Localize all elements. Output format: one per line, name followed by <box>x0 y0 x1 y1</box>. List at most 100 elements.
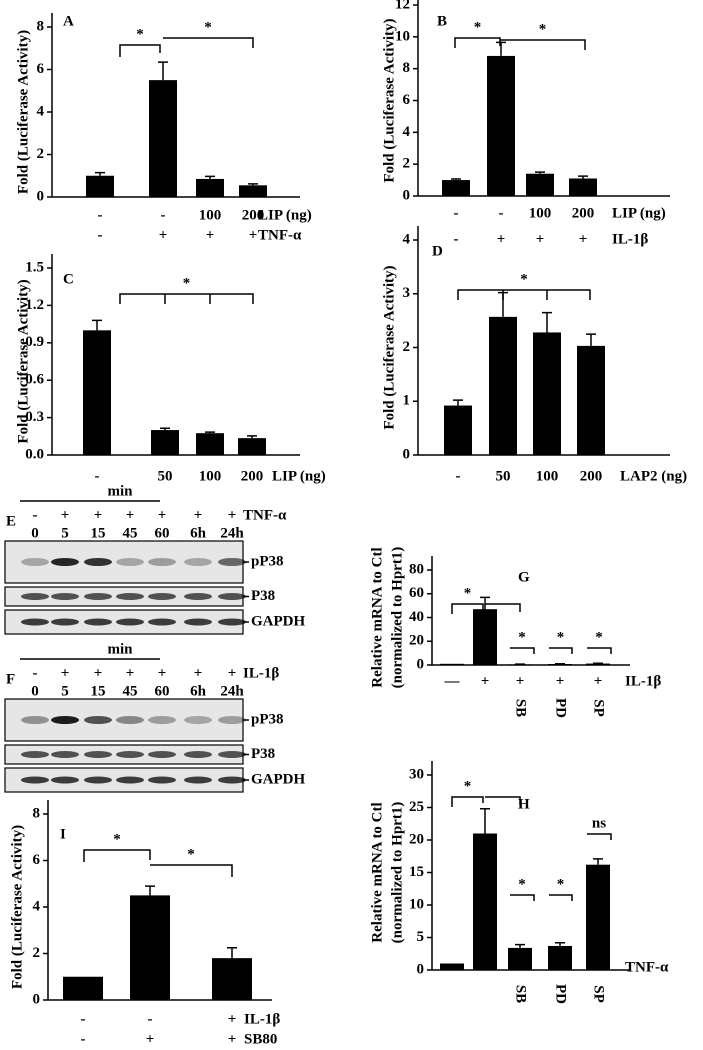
x-tick-label: PD <box>553 984 569 1004</box>
blot-band <box>218 558 246 566</box>
x-tick-label: - <box>81 1011 86 1027</box>
blot-panel <box>4 540 244 584</box>
blot-band <box>148 593 176 600</box>
significance-bracket <box>510 894 535 901</box>
significance-bracket <box>587 833 612 840</box>
blot-band <box>21 751 49 758</box>
y-tick-label: 80 <box>409 561 424 577</box>
blot-row-label: pP38 <box>251 711 284 727</box>
x-row-label: LIP (ng) <box>258 207 312 223</box>
panel-letter: C <box>63 271 74 287</box>
treatment-sign: - <box>33 665 38 681</box>
bar <box>63 976 103 1000</box>
x-row-label: LAP2 (ng) <box>620 468 687 484</box>
x-tick-label: — <box>444 673 461 689</box>
y-tick-label: 60 <box>409 585 424 601</box>
bar <box>238 438 266 455</box>
x-tick-label: PD <box>553 698 569 718</box>
time-label: 60 <box>155 525 170 541</box>
blot-panel <box>4 698 244 742</box>
x-tick-label: + <box>206 227 215 243</box>
x-tick-label: - <box>95 468 100 484</box>
x-tick-label: 50 <box>158 468 173 484</box>
y-tick-label: 5 <box>417 929 425 945</box>
significance-bracket <box>485 603 521 612</box>
x-tick-label: + <box>556 959 565 975</box>
y-tick-label: 2 <box>403 156 411 172</box>
blot-band <box>51 751 79 758</box>
panel-letter: D <box>432 243 443 259</box>
x-tick-label: 200 <box>241 468 264 484</box>
panel-letter: G <box>518 569 530 585</box>
time-label: 24h <box>220 525 244 541</box>
significance-label: * <box>557 876 565 892</box>
bar <box>508 947 532 970</box>
error-bar <box>205 431 215 434</box>
significance-label: * <box>595 629 603 645</box>
significance-bracket <box>451 796 484 807</box>
blot-band <box>21 618 49 626</box>
significance-label: * <box>518 629 526 645</box>
x-tick-label: SP <box>591 985 607 1003</box>
significance-label: * <box>474 19 482 35</box>
x-row-label: IL-1β <box>244 1011 280 1027</box>
y-tick-label: 4 <box>37 103 45 119</box>
blot-band <box>184 776 212 784</box>
x-tick-label: + <box>146 1031 155 1047</box>
time-label: 5 <box>61 683 69 699</box>
y-tick-label: 6 <box>33 852 41 868</box>
blot-band <box>84 618 112 626</box>
x-tick-label: + <box>594 959 603 975</box>
y-tick-label: 0.9 <box>25 334 44 350</box>
x-row-label: TNF-α <box>258 227 302 243</box>
x-tick-label: - <box>98 227 103 243</box>
error-bar <box>555 941 565 946</box>
y-tick-label: 2 <box>403 339 411 355</box>
y-tick-label: 0.0 <box>25 446 44 462</box>
error-bar <box>227 946 237 959</box>
treatment-sign: + <box>194 665 203 681</box>
blot-band <box>51 776 79 784</box>
significance-bracket <box>150 864 233 877</box>
blot-band <box>184 593 212 600</box>
time-label: 24h <box>220 683 244 699</box>
treatment-sign: + <box>61 507 70 523</box>
y-axis-label: (normalized to Hprt1) <box>389 802 405 944</box>
error-bar <box>158 61 168 81</box>
blot-row-label: GAPDH <box>251 771 305 787</box>
x-row-label: IL-1β <box>625 673 661 689</box>
significance-bracket <box>163 37 254 48</box>
error-bar <box>496 41 506 56</box>
significance-label: ns <box>592 815 606 831</box>
blot-band <box>21 776 49 784</box>
x-tick-label: 200 <box>572 205 595 221</box>
x-tick-label: 100 <box>199 207 222 223</box>
y-tick-label: 4 <box>33 898 41 914</box>
significance-label: * <box>539 21 547 37</box>
x-tick-label: - <box>499 205 504 221</box>
error-bar <box>535 171 545 174</box>
treatment-sign: + <box>94 665 103 681</box>
y-axis-label: Fold (Luciferase Activity) <box>15 279 31 443</box>
significance-label: * <box>183 275 191 291</box>
y-tick-label: 0 <box>37 188 45 204</box>
blot-band <box>116 716 144 724</box>
time-label: 0 <box>31 525 39 541</box>
bar <box>473 609 497 665</box>
y-tick-label: 0 <box>403 446 411 462</box>
y-tick-label: 40 <box>409 609 424 625</box>
y-tick-label: 20 <box>409 633 424 649</box>
blot-band <box>218 716 246 724</box>
x-tick-label: - <box>81 1031 86 1047</box>
x-tick-label: + <box>159 227 168 243</box>
bar <box>577 345 605 455</box>
bar <box>212 958 252 1000</box>
significance-bracket <box>510 647 535 654</box>
blot-band <box>84 776 112 784</box>
y-tick-label: 8 <box>37 18 45 34</box>
error-bar <box>593 858 603 865</box>
time-label: 6h <box>190 683 207 699</box>
significance-label: * <box>113 831 121 847</box>
x-tick-label: + <box>556 673 565 689</box>
